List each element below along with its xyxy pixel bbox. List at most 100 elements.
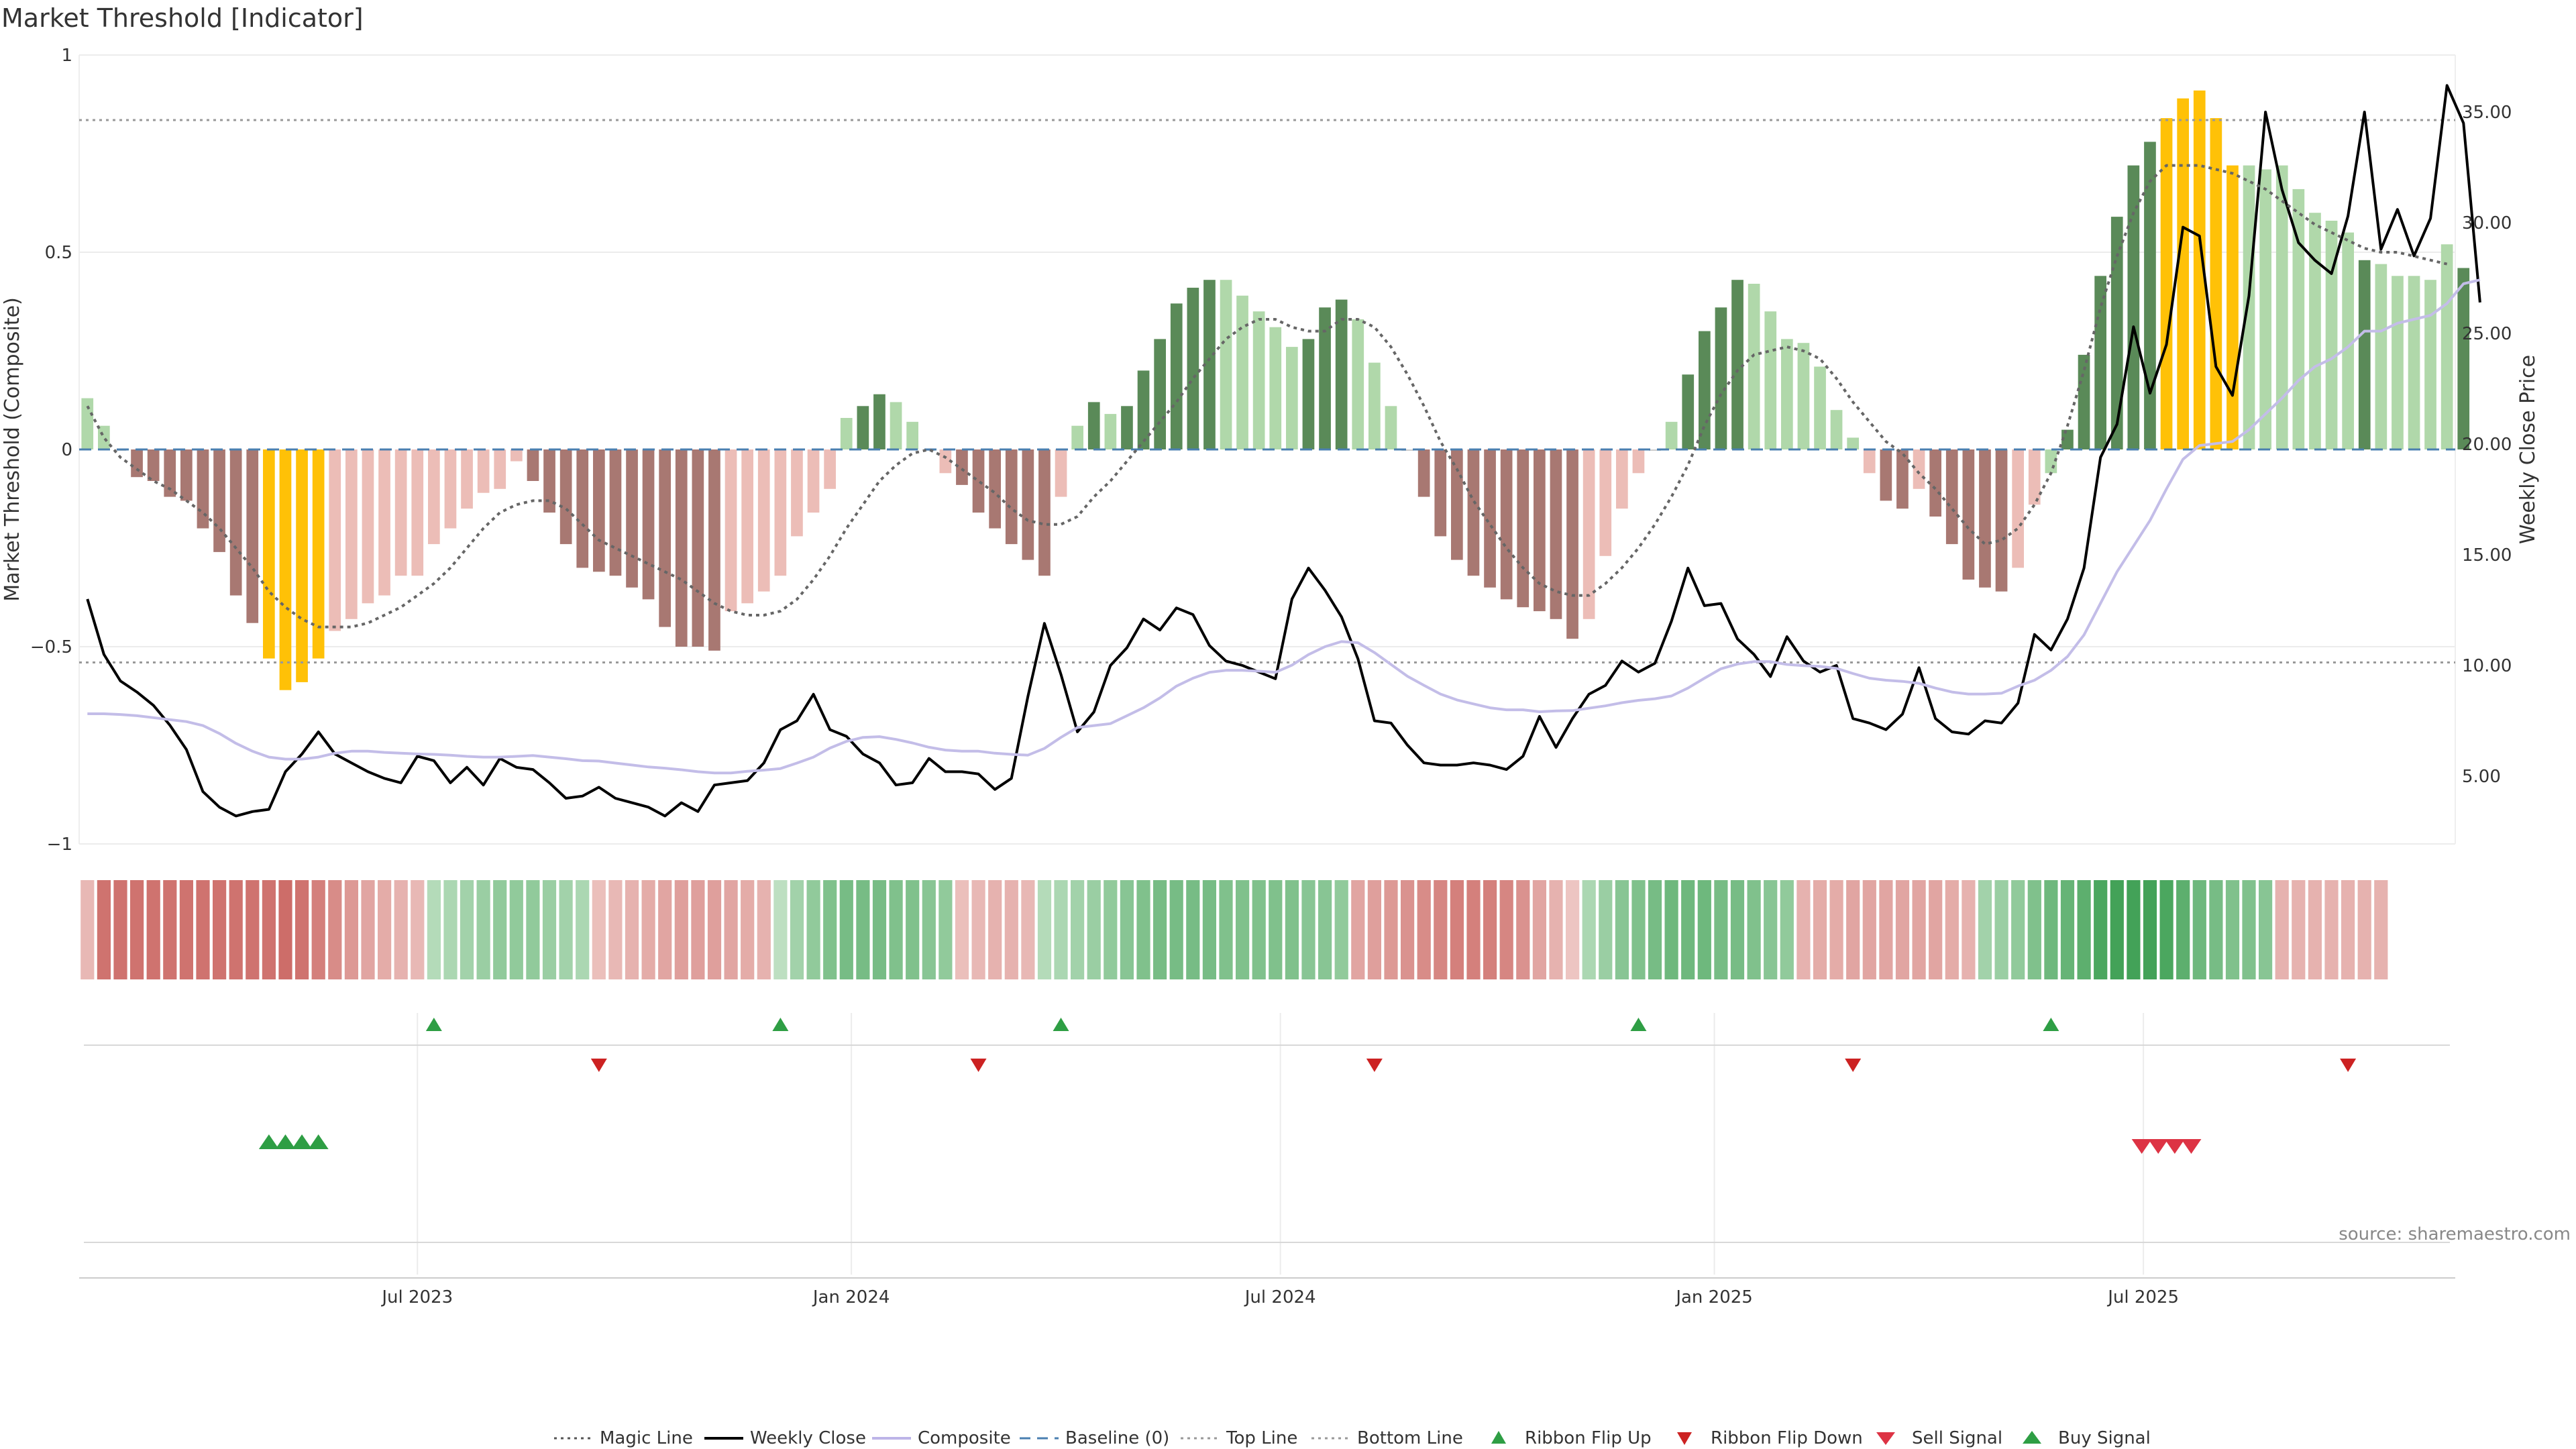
ribbon-cell — [2027, 880, 2041, 979]
ribbon-cell — [2308, 880, 2322, 979]
ribbon-cell — [1813, 880, 1827, 979]
histogram-bar — [263, 449, 275, 659]
magic-line-line — [86, 164, 2448, 629]
histogram-bar — [279, 449, 292, 690]
ribbon-cell — [1631, 880, 1646, 979]
ribbon-cell — [1120, 880, 1134, 979]
buy-signal-marker — [275, 1134, 296, 1149]
histogram-bar — [527, 449, 539, 481]
histogram-bar — [2457, 268, 2470, 449]
histogram-bar — [312, 449, 325, 659]
ribbon-cell — [1764, 880, 1778, 979]
ribbon-cell — [955, 880, 969, 979]
ribbon-cell — [196, 880, 210, 979]
histogram-bar — [394, 449, 407, 576]
ribbon-cell — [938, 880, 953, 979]
right-tick-label: 15.00 — [2462, 545, 2512, 566]
histogram-bar — [1401, 449, 1413, 451]
legend-swatch — [1677, 1432, 1692, 1445]
histogram-bar — [494, 449, 506, 489]
histogram-bar — [989, 449, 1001, 529]
histogram-bar — [213, 449, 225, 552]
ribbon-flip-down-marker — [1366, 1059, 1383, 1072]
ribbon-cell — [130, 880, 144, 979]
legend-label: Buy Signal — [2058, 1428, 2151, 1448]
histogram-bar — [906, 421, 918, 449]
ribbon-cell — [1087, 880, 1101, 979]
histogram-bar — [1352, 319, 1364, 449]
ribbon-cell — [311, 880, 325, 979]
ribbon-cell — [1895, 880, 1910, 979]
ribbon-cell — [1648, 880, 1662, 979]
ribbon-cell — [1829, 880, 1843, 979]
ribbon-cell — [1417, 880, 1431, 979]
sell-signal-marker — [2148, 1139, 2169, 1154]
ribbon-cell — [1730, 880, 1745, 979]
histogram-bar — [81, 398, 94, 449]
histogram-bar — [1599, 449, 1612, 556]
histogram-bar — [229, 449, 242, 596]
ribbon-cell — [2011, 880, 2025, 979]
ribbon-cell — [724, 880, 738, 979]
ribbon-cell — [1236, 880, 1250, 979]
histogram-bar — [1319, 307, 1331, 449]
histogram-bar — [2408, 276, 2420, 449]
histogram-bar — [2259, 169, 2271, 449]
histogram-bar — [329, 449, 341, 631]
ribbon-cell — [839, 880, 853, 979]
ribbon-cell — [1252, 880, 1266, 979]
histogram-bar — [1945, 449, 1958, 545]
histogram-bar — [1220, 280, 1232, 449]
ribbon-cell — [988, 880, 1002, 979]
ribbon-cell — [1796, 880, 1811, 979]
ribbon-cell — [773, 880, 788, 979]
ribbon-cell — [443, 880, 458, 979]
ribbon-cell — [1269, 880, 1283, 979]
ribbon-cell — [1071, 880, 1085, 979]
ribbon-cell — [509, 880, 523, 979]
ribbon-cell — [2242, 880, 2256, 979]
histogram-bar — [461, 449, 473, 509]
ribbon-cell — [2374, 880, 2388, 979]
ribbon-cell — [1202, 880, 1216, 979]
ribbon-cell — [1021, 880, 1035, 979]
ribbon-cell — [559, 880, 573, 979]
histogram-bar — [2392, 276, 2404, 449]
right-tick-label: 25.00 — [2462, 324, 2512, 344]
histogram-bar — [1038, 449, 1051, 576]
histogram-bar — [1715, 307, 1727, 449]
ribbon-cell — [179, 880, 193, 979]
ribbon-cell — [2341, 880, 2355, 979]
ribbon-cell — [1615, 880, 1629, 979]
histogram-bar — [1797, 343, 1810, 449]
histogram-bar — [1071, 425, 1083, 449]
ribbon-cell — [1153, 880, 1167, 979]
ribbon-cell — [856, 880, 870, 979]
histogram-bar — [2309, 213, 2321, 449]
ribbon-cell — [2192, 880, 2206, 979]
histogram-bar — [1764, 311, 1777, 449]
signal-panel — [84, 1134, 2450, 1243]
ribbon-cell — [1301, 880, 1316, 979]
ribbon-flip-down-marker — [970, 1059, 987, 1072]
ribbon-cell — [1169, 880, 1183, 979]
ribbon-cell — [1780, 880, 1794, 979]
x-tick-label: Jan 2024 — [812, 1287, 890, 1307]
sell-signal-marker — [2131, 1139, 2152, 1154]
histogram-bar — [972, 449, 985, 513]
ribbon-flip-down-marker — [1845, 1059, 1862, 1072]
ribbon-cell — [1351, 880, 1365, 979]
ribbon-cell — [707, 880, 722, 979]
histogram-bar — [197, 449, 209, 529]
histogram-bar — [1830, 410, 1843, 449]
histogram-bar — [378, 449, 390, 596]
ribbon-cell — [80, 880, 95, 979]
ribbon-cell — [1912, 880, 1926, 979]
ribbon-cell — [757, 880, 771, 979]
histogram-bar — [1731, 280, 1743, 449]
histogram-bar — [345, 449, 358, 619]
ribbon-cell — [295, 880, 309, 979]
ribbon-cell — [1483, 880, 1497, 979]
histogram-bar — [2177, 98, 2189, 449]
left-tick-label: −0.5 — [30, 637, 72, 657]
